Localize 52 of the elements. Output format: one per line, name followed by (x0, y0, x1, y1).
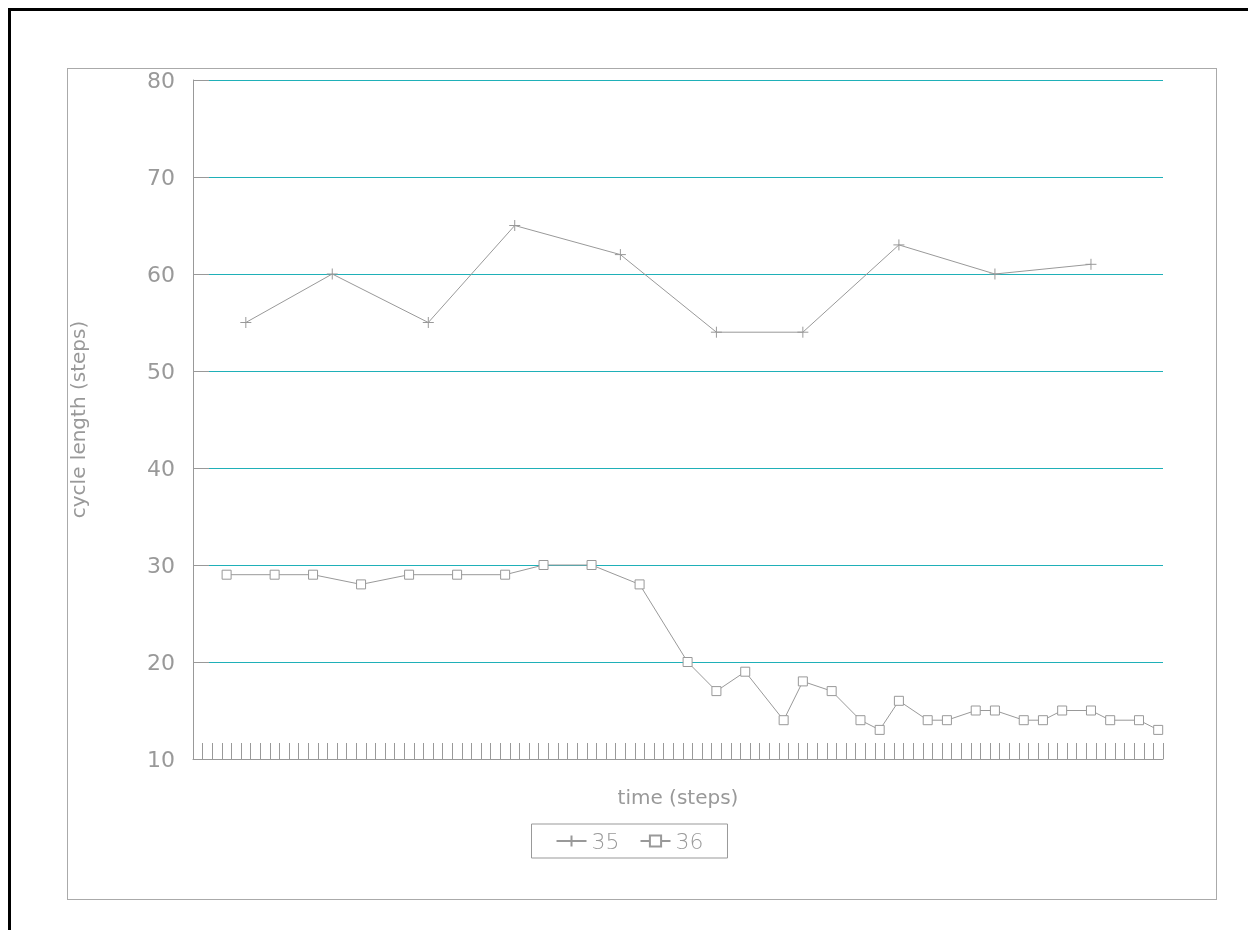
point (308, 569, 319, 580)
point (892, 238, 905, 251)
point (404, 569, 415, 580)
y-tick-label: 50 (147, 358, 175, 384)
point (682, 657, 693, 667)
point (508, 219, 521, 232)
legend-label: 35 (591, 828, 620, 854)
point (826, 686, 837, 697)
x-axis-title: time (steps) (617, 785, 739, 809)
point (1018, 715, 1029, 726)
point (1084, 258, 1097, 271)
point (988, 268, 1001, 280)
point (893, 695, 904, 706)
point (269, 569, 280, 580)
point (634, 579, 645, 590)
point (1133, 715, 1144, 726)
point (326, 268, 339, 280)
point (422, 316, 435, 329)
point (855, 715, 866, 726)
point (1057, 705, 1068, 716)
point (586, 560, 597, 570)
point (614, 248, 627, 261)
point (941, 715, 952, 726)
point (1085, 705, 1096, 716)
point (356, 579, 367, 590)
point (797, 676, 808, 687)
y-axis-title: cycle length (steps) (66, 320, 90, 519)
point (239, 316, 252, 329)
point (740, 666, 751, 677)
point (922, 715, 933, 726)
y-tick-label: 20 (147, 649, 175, 675)
point (1037, 715, 1048, 726)
y-tick-label: 80 (147, 67, 175, 93)
point (970, 705, 981, 716)
y-tick-label: 40 (147, 455, 175, 481)
legend-label: 36 (675, 828, 704, 854)
y-tick-label: 70 (147, 164, 175, 190)
point (711, 686, 722, 697)
point (710, 326, 723, 339)
point (874, 724, 885, 735)
point (1105, 715, 1116, 726)
y-tick-label: 10 (147, 746, 175, 772)
point (500, 569, 511, 580)
point (989, 705, 1000, 716)
point (538, 560, 549, 570)
point (1153, 724, 1164, 735)
point (778, 715, 789, 726)
point (452, 569, 463, 580)
point (221, 569, 232, 580)
point (796, 326, 809, 339)
y-tick-label: 60 (147, 261, 175, 287)
y-tick-label: 30 (147, 552, 175, 578)
